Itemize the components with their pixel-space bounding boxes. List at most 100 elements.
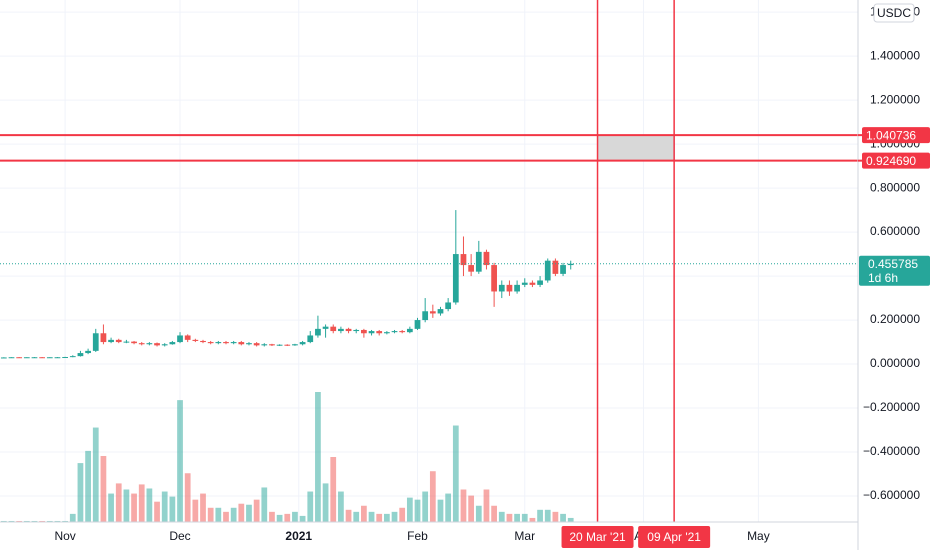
candle-body	[368, 331, 375, 334]
volume-bar	[230, 507, 237, 522]
volume-bar	[460, 489, 467, 522]
candle-body	[529, 282, 536, 285]
volume-bar	[123, 489, 130, 522]
volume-bar	[330, 457, 337, 522]
volume-bar	[184, 473, 191, 522]
x-tick-label: May	[747, 529, 770, 543]
candle-body	[299, 342, 306, 345]
candle-body	[567, 263, 574, 266]
currency-label: USDC	[877, 6, 911, 20]
candle-body	[468, 265, 475, 272]
candle-body	[69, 356, 76, 358]
candle-body	[31, 357, 38, 359]
candle-body	[146, 343, 153, 345]
candle-body	[338, 328, 344, 332]
candle-body	[537, 280, 543, 285]
currency-tag	[873, 3, 915, 23]
candle-body	[475, 251, 482, 272]
volume-bar	[483, 489, 490, 522]
y-tick-label: 1.200000	[870, 92, 920, 106]
volume-bar	[269, 511, 275, 522]
volume-bar	[154, 501, 160, 522]
candle-body	[54, 357, 61, 359]
volume-bar	[292, 511, 298, 522]
candle-body	[345, 328, 352, 332]
volume-bar	[529, 517, 536, 522]
volume-bar	[253, 499, 260, 522]
volume-bar	[8, 520, 15, 522]
volume-bar	[161, 491, 168, 522]
volume-bar	[246, 504, 252, 522]
volume-bar	[468, 495, 475, 522]
volume-bar	[353, 511, 360, 522]
candle-body	[123, 341, 130, 343]
candle-body	[498, 284, 505, 292]
volume-bar	[169, 496, 176, 522]
volume-bar	[560, 513, 566, 522]
volume-bar	[552, 511, 559, 522]
candle-body	[0, 357, 7, 359]
volume-bar	[452, 425, 459, 522]
volume-bar	[192, 499, 199, 522]
candle-body	[230, 342, 237, 344]
candle-body	[154, 343, 160, 346]
volume-bar	[62, 520, 68, 522]
volume-bar	[92, 427, 99, 522]
volume-bar	[368, 511, 375, 522]
candle-body	[161, 344, 168, 346]
volume-bar	[39, 520, 46, 522]
price-tag-label: 0.924690	[866, 154, 916, 168]
candle-body	[322, 326, 329, 329]
volume-bar	[345, 509, 352, 522]
candle-body	[414, 320, 421, 329]
candle-body	[521, 282, 528, 285]
volume-bar	[322, 483, 329, 522]
date-tag	[638, 526, 711, 548]
candle-body	[8, 357, 15, 359]
candle-body	[108, 339, 114, 343]
volume-bar	[338, 491, 344, 522]
candle-body	[16, 357, 23, 359]
candle-body	[62, 357, 68, 359]
volume-bar	[445, 493, 452, 522]
volume-bar	[544, 509, 551, 522]
volume-bar	[215, 507, 222, 522]
volume-bar	[69, 513, 76, 522]
candle-body	[169, 342, 176, 345]
candle-body	[100, 333, 107, 343]
range-box	[597, 134, 675, 162]
last-price-tag	[859, 255, 930, 286]
candle-body	[138, 343, 145, 345]
candle-body	[514, 284, 520, 292]
y-tick-label: 0.800000	[870, 180, 920, 194]
candle-body	[330, 326, 337, 332]
candle-body	[284, 344, 291, 346]
price-tag	[862, 127, 930, 144]
volume-bar	[567, 517, 574, 522]
volume-bar	[276, 514, 283, 522]
candle-body	[192, 339, 199, 341]
candle-body	[552, 260, 559, 274]
candle-body	[406, 328, 413, 333]
volume-bar	[177, 400, 183, 522]
plot	[0, 0, 858, 522]
candle-body	[437, 309, 444, 314]
volume-bar	[46, 520, 53, 522]
y-tick-label: −0.200000	[863, 400, 920, 414]
price-tag-label: 1.040736	[866, 128, 916, 142]
date-tag-label: 20 Mar '21	[569, 530, 626, 544]
volume-bar	[16, 520, 23, 522]
volume-bar	[200, 493, 206, 522]
volume-bar	[406, 497, 413, 522]
candle-body	[238, 342, 245, 345]
y-tick-label: −0.600000	[863, 488, 920, 502]
candle-body	[184, 335, 191, 340]
x-tick-label: Feb	[407, 529, 428, 543]
axes: −0.600000 −0.400000 −0.200000 0.000000 0.200…	[54, 3, 930, 548]
volume-bar	[422, 491, 429, 522]
date-tag	[561, 526, 634, 548]
y-tick-label: 0.600000	[870, 224, 920, 238]
candle-body	[560, 265, 566, 274]
last-price-label: 0.455785	[868, 257, 918, 271]
